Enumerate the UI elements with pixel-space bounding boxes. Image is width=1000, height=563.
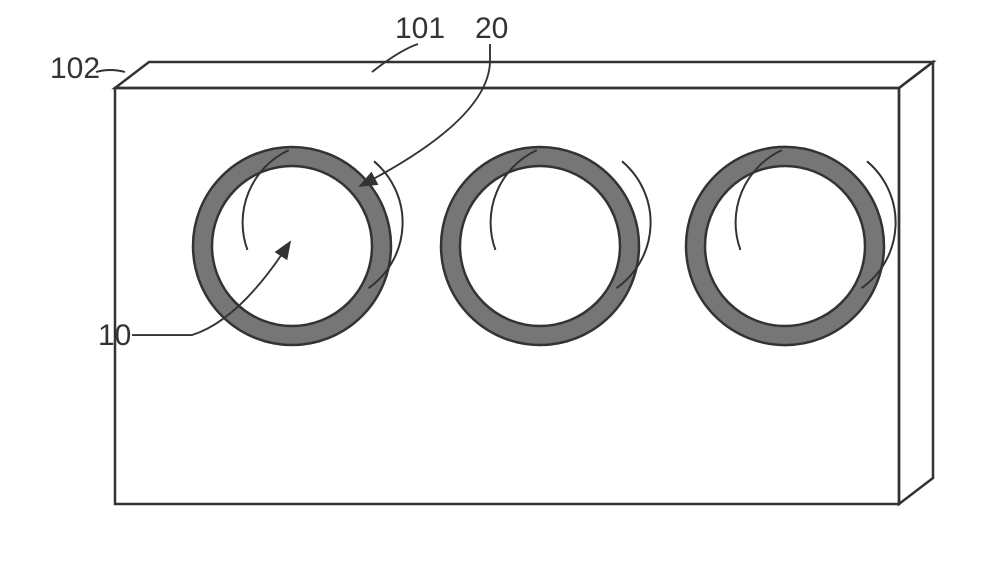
label-10: 10	[98, 319, 131, 352]
block-body	[115, 62, 933, 504]
leader-102	[96, 70, 125, 72]
technical-diagram: 101 20 102 10	[0, 0, 1000, 563]
hole-ring-2	[686, 147, 884, 345]
hole-ring-1	[441, 147, 639, 345]
holes-group	[193, 147, 896, 345]
label-20: 20	[475, 12, 508, 45]
leader-101	[372, 44, 418, 72]
label-101: 101	[395, 12, 445, 45]
diagram-svg: 101 20 102 10	[0, 0, 1000, 563]
hole-ring-0	[193, 147, 391, 345]
label-102: 102	[50, 52, 100, 85]
